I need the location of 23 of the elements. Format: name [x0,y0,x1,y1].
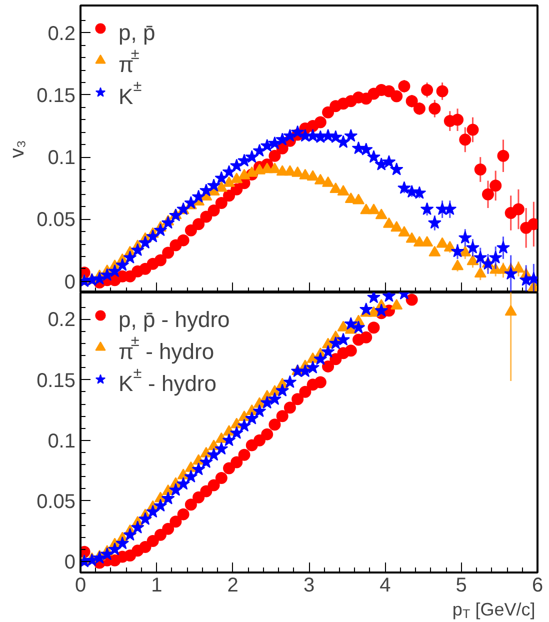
legend-label: π± [118,46,140,77]
y-tick-label: 0.15 [36,84,76,107]
y-tick-label: 0.1 [48,147,76,170]
legend-label: p, p̄ - hydro [118,307,230,332]
y-tick-label: 0.2 [48,309,76,332]
y-tick-label: 0.05 [36,209,76,232]
x-tick-label: 1 [151,574,162,596]
x-tick-label: 3 [303,574,315,596]
y-tick-label: 0 [64,271,76,294]
legend-label: p, p̄ [118,20,156,45]
y-tick-label: 0.2 [48,22,76,45]
y-tick-label: 0 [64,552,76,574]
legend-label: K± [118,78,142,109]
x-tick-label: 5 [456,574,467,596]
x-tick-label: 2 [227,574,238,596]
x-tick-label: 4 [380,574,391,596]
x-tick-label: 6 [532,574,544,596]
legend-label: π± - hydro [118,333,214,364]
y-tick-label: 0.1 [48,430,76,452]
y-tick-label: 0.15 [36,370,76,392]
y-tick-label: 0.05 [36,490,76,513]
y-axis-title: v₃ [6,140,29,158]
legend-label: K± - hydro [118,365,217,396]
